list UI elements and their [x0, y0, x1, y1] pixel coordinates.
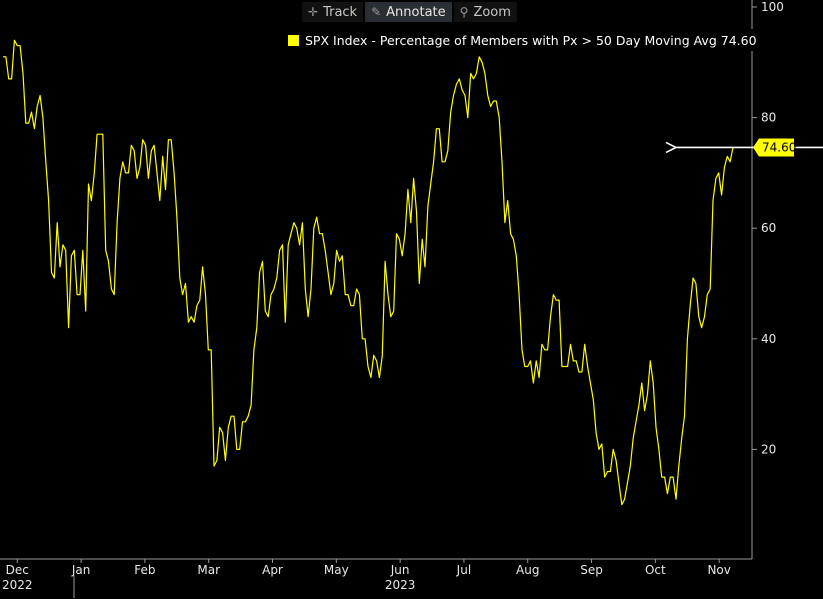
x-tick-label: Mar	[197, 563, 220, 577]
annotate-label: Annotate	[386, 4, 446, 20]
series-line	[3, 39, 734, 506]
pencil-icon: ✎	[371, 5, 382, 19]
x-tick-label: Sep	[580, 563, 603, 577]
legend[interactable]: SPX Index - Percentage of Members with P…	[282, 29, 763, 51]
last-value-tag	[753, 138, 794, 157]
magnifier-icon: ⚲	[459, 5, 469, 19]
x-tick-label: Feb	[134, 563, 155, 577]
x-year-label: 2023	[385, 578, 416, 592]
x-tick-label: Jul	[456, 563, 471, 577]
track-button[interactable]: ✛ Track	[302, 2, 364, 22]
x-tick-label: Jun	[390, 563, 410, 577]
x-tick-label: Apr	[262, 563, 283, 577]
zoom-button[interactable]: ⚲ Zoom	[453, 2, 517, 22]
x-tick-label: Aug	[516, 563, 539, 577]
x-tick-label: Dec	[6, 563, 29, 577]
zoom-label: Zoom	[473, 4, 511, 20]
x-tick-label: Nov	[707, 563, 730, 577]
x-tick-label: Oct	[645, 563, 666, 577]
chart-toolbar: ✛ Track ✎ Annotate ⚲ Zoom	[302, 2, 517, 22]
legend-swatch	[288, 34, 299, 46]
last-value-label: 74.60	[762, 140, 796, 154]
y-tick-label: 40	[761, 332, 776, 346]
crosshair-icon: ✛	[308, 5, 319, 19]
y-tick-label: 80	[761, 111, 776, 125]
annotation-layer: 74.60	[676, 138, 823, 157]
y-tick-label: 60	[761, 221, 776, 235]
y-axis: 20 40 60 80 100	[752, 0, 784, 456]
series-layer	[3, 39, 734, 506]
legend-label: SPX Index - Percentage of Members with P…	[305, 32, 757, 48]
x-year-label: 2022	[2, 578, 33, 592]
x-tick-label: Jan	[71, 563, 91, 577]
x-tick-label: May	[324, 563, 349, 577]
y-tick-label: 100	[761, 0, 784, 14]
track-label: Track	[323, 4, 358, 20]
plot-frame	[0, 0, 753, 560]
annotate-button[interactable]: ✎ Annotate	[365, 2, 452, 22]
y-tick-label: 20	[761, 442, 776, 456]
